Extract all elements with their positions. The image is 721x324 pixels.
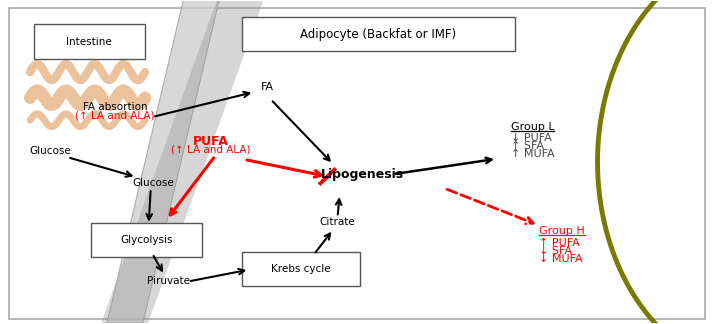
- FancyBboxPatch shape: [91, 223, 203, 257]
- Text: Lipogenesis: Lipogenesis: [321, 168, 404, 181]
- Text: Citrate: Citrate: [319, 217, 355, 227]
- Text: FA: FA: [260, 82, 274, 92]
- Text: Glucose: Glucose: [30, 146, 71, 156]
- Text: ↑ PUFA: ↑ PUFA: [539, 238, 580, 248]
- Text: Krebs cycle: Krebs cycle: [271, 264, 331, 274]
- FancyBboxPatch shape: [9, 8, 705, 319]
- Text: ↓ SFA: ↓ SFA: [539, 246, 572, 256]
- Text: ↓ PUFA: ↓ PUFA: [511, 133, 552, 143]
- Text: ↑ MUFA: ↑ MUFA: [511, 149, 555, 159]
- Text: Group H: Group H: [539, 226, 584, 236]
- Text: FA absortion: FA absortion: [83, 102, 147, 112]
- FancyBboxPatch shape: [34, 24, 145, 59]
- Text: ↓ MUFA: ↓ MUFA: [539, 254, 583, 264]
- Polygon shape: [105, 0, 221, 324]
- Text: PUFA: PUFA: [193, 134, 229, 148]
- Text: Intestine: Intestine: [66, 37, 112, 47]
- Text: Piruvate: Piruvate: [146, 276, 190, 286]
- Text: Glycolysis: Glycolysis: [120, 235, 173, 245]
- Text: Group L: Group L: [511, 122, 555, 132]
- FancyBboxPatch shape: [242, 252, 360, 286]
- Text: Glucose: Glucose: [133, 178, 174, 188]
- FancyBboxPatch shape: [242, 17, 515, 51]
- Text: (↑ LA and ALA): (↑ LA and ALA): [75, 110, 154, 121]
- Text: (↑ LA and ALA): (↑ LA and ALA): [172, 144, 251, 154]
- Text: ↑ SFA: ↑ SFA: [511, 141, 544, 151]
- Text: Adipocyte (Backfat or IMF): Adipocyte (Backfat or IMF): [301, 28, 456, 41]
